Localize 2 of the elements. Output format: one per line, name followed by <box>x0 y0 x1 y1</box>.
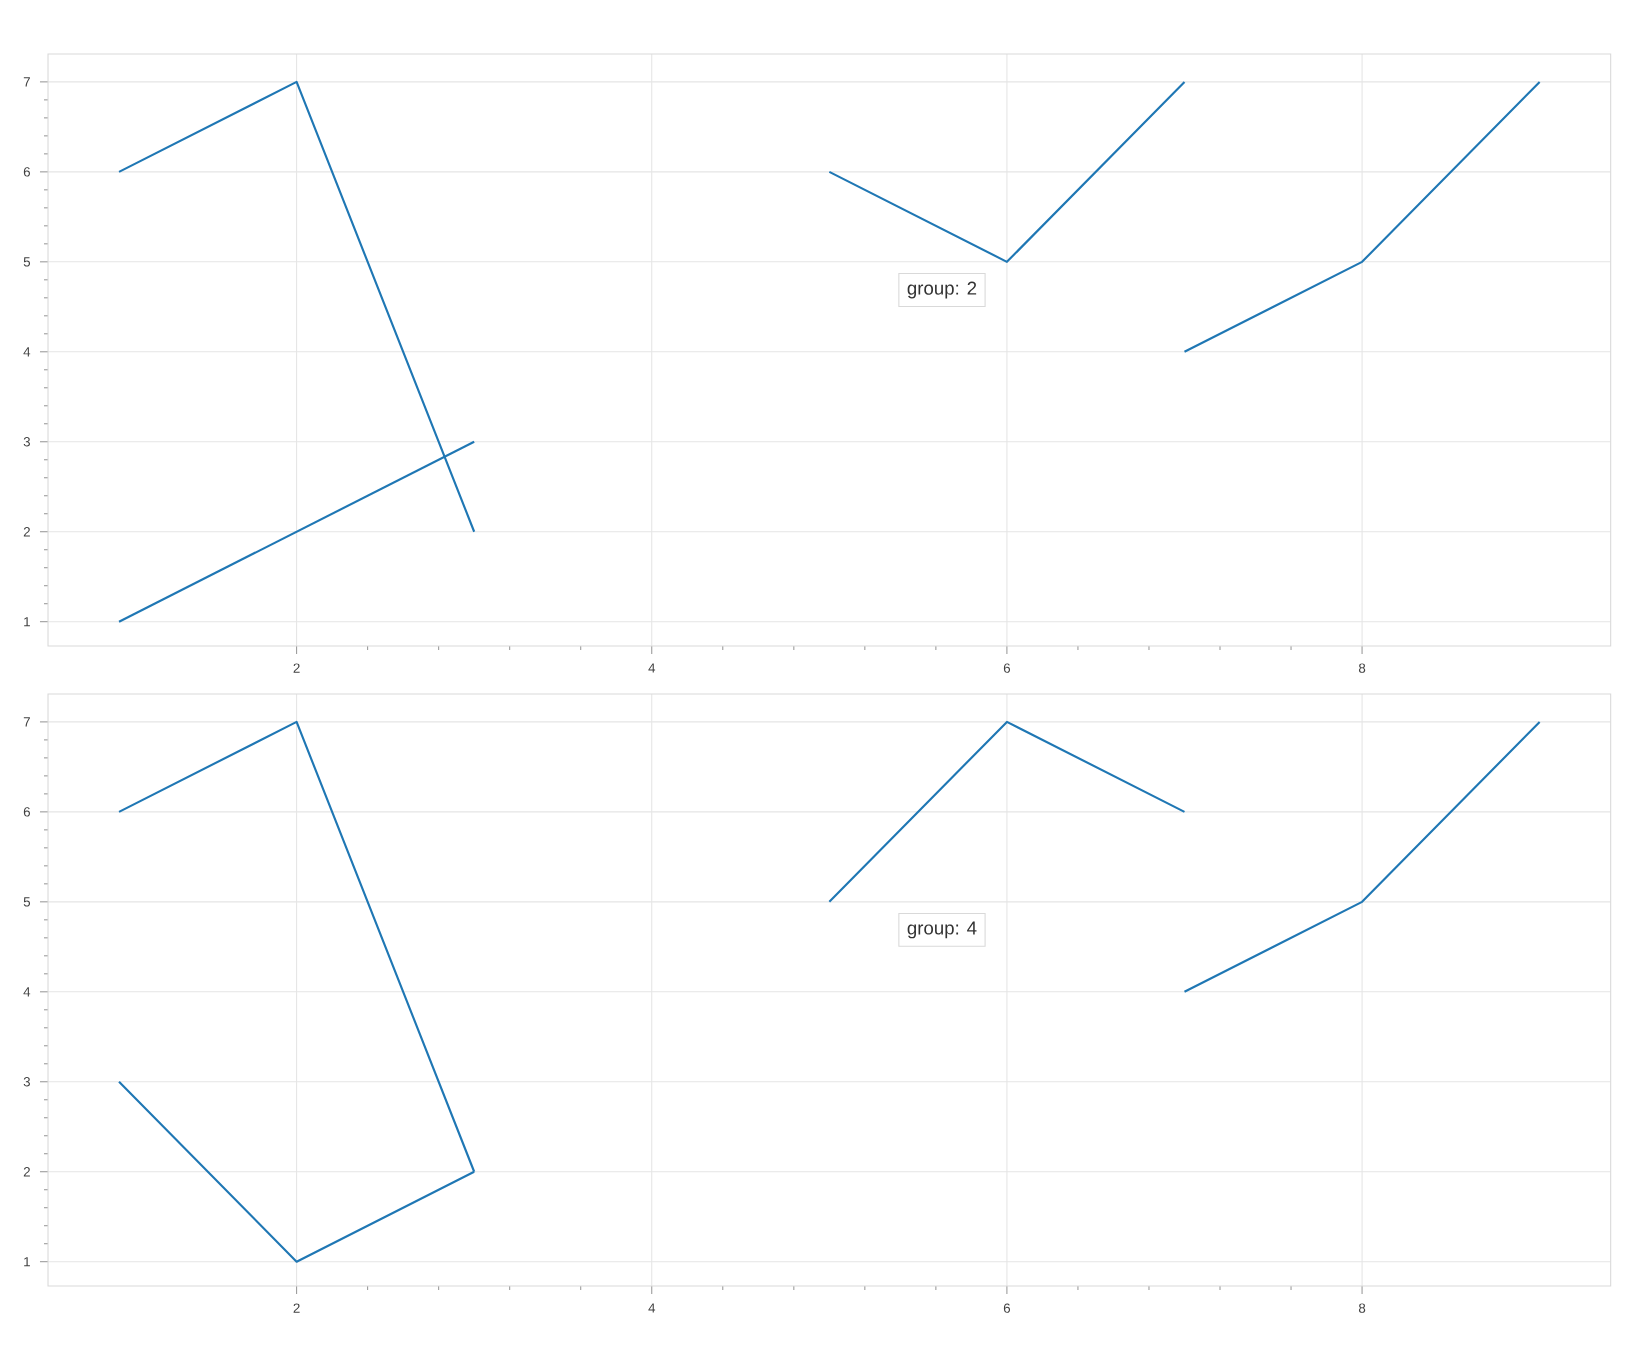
annotation: group: 4 <box>907 921 977 939</box>
annotation: group: 2 <box>907 281 977 299</box>
